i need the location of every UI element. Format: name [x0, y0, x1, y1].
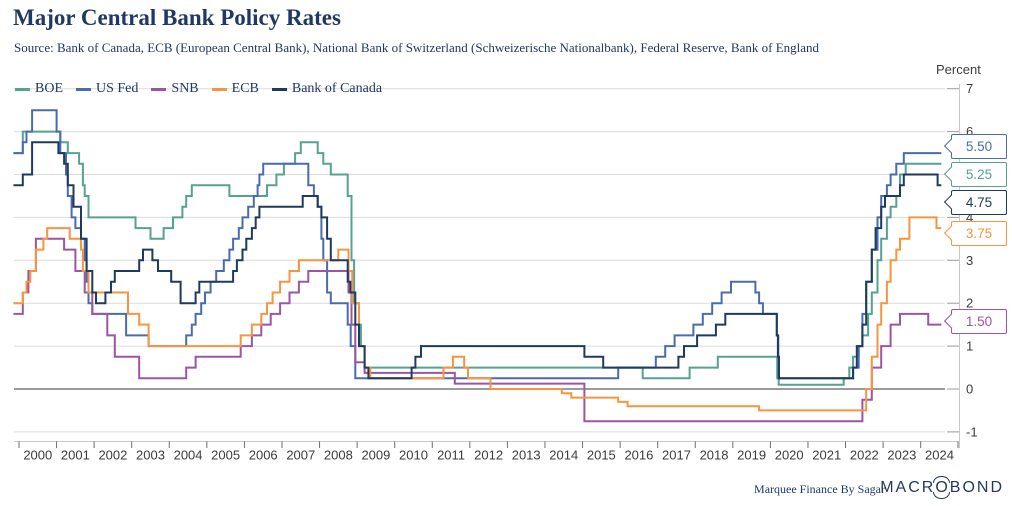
- x-tick-label-2009: 2009: [361, 448, 390, 463]
- end-value-badge-bank-of-canada: 4.75: [943, 190, 1007, 215]
- series-line-us-fed: [13, 109, 942, 380]
- x-tick-label-2001: 2001: [61, 448, 90, 463]
- legend-label: ECB: [231, 81, 259, 96]
- x-tick-label-2005: 2005: [211, 448, 240, 463]
- legend-label: US Fed: [96, 81, 139, 96]
- end-value-badge-boe: 5.25: [943, 162, 1007, 187]
- end-value-badge-snb: 1.50: [943, 309, 1007, 334]
- snb-line-swatch: [151, 87, 167, 91]
- x-tick-label-2021: 2021: [812, 448, 841, 463]
- x-tick-label-2010: 2010: [399, 448, 428, 463]
- end-value-badge-ecb: 3.75: [943, 221, 1007, 246]
- macrobond-logo-o-icon: O: [933, 476, 951, 499]
- x-tick-label-2018: 2018: [700, 448, 729, 463]
- legend-item-snb: SNB: [151, 81, 199, 97]
- end-value-badge-us-fed: 5.50: [943, 134, 1007, 159]
- x-tick-label-2015: 2015: [587, 448, 616, 463]
- x-tick-label-2013: 2013: [512, 448, 541, 463]
- x-tick-label-2006: 2006: [249, 448, 278, 463]
- series-line-ecb: [13, 216, 942, 412]
- y-tick-label-4: 4: [966, 210, 973, 225]
- y-axis-unit-label: Percent: [936, 62, 981, 77]
- y-tick-label-1: 1: [966, 339, 973, 354]
- ecb-line-swatch: [211, 87, 227, 91]
- legend-label: SNB: [171, 81, 199, 96]
- x-tick-label-2023: 2023: [887, 448, 916, 463]
- x-tick-label-2002: 2002: [98, 448, 127, 463]
- x-tick-label-2014: 2014: [549, 448, 578, 463]
- legend-label: Bank of Canada: [291, 81, 383, 96]
- y-tick-label-6: 6: [966, 124, 973, 139]
- y-tick-label-3: 3: [966, 253, 973, 268]
- y-tick-label-0: 0: [966, 382, 973, 397]
- legend-item-ecb: ECB: [211, 81, 259, 97]
- x-tick-label-2020: 2020: [775, 448, 804, 463]
- series-line-boe: [13, 130, 942, 386]
- x-tick-label-2017: 2017: [662, 448, 691, 463]
- x-tick-label-2011: 2011: [437, 448, 465, 463]
- x-tick-label-2008: 2008: [324, 448, 353, 463]
- legend-item-boe: BOE: [15, 81, 63, 97]
- page-title: Major Central Bank Policy Rates: [13, 5, 341, 30]
- x-tick-label-2019: 2019: [737, 448, 766, 463]
- x-tick-label-2012: 2012: [474, 448, 503, 463]
- us-fed-line-swatch: [76, 87, 91, 91]
- series-line-snb: [13, 237, 942, 423]
- macrobond-logo: MACROBOND: [880, 476, 1004, 499]
- x-tick-label-2003: 2003: [136, 448, 165, 463]
- x-tick-label-2016: 2016: [624, 448, 653, 463]
- boe-line-swatch: [15, 87, 30, 91]
- y-tick-label-2: 2: [966, 296, 973, 311]
- bank-of-canada-line-swatch: [271, 87, 287, 91]
- x-tick-label-2004: 2004: [174, 448, 203, 463]
- x-tick-label-2000: 2000: [23, 448, 52, 463]
- x-tick-label-2024: 2024: [925, 448, 954, 463]
- legend: BOE US Fed SNB ECB Bank of Canada: [15, 81, 382, 97]
- attribution-text: Marquee Finance By Sagar: [754, 482, 885, 496]
- y-tick-label-7: 7: [966, 81, 973, 96]
- y-tick-label--1: -1: [966, 424, 978, 439]
- source-note: Source: Bank of Canada, ECB (European Ce…: [14, 40, 820, 55]
- legend-item-us-fed: US Fed: [76, 81, 138, 97]
- legend-label: BOE: [35, 81, 63, 96]
- x-tick-label-2022: 2022: [850, 448, 879, 463]
- series-line-bank-of-canada: [13, 141, 942, 380]
- legend-item-bank-of-canada: Bank of Canada: [271, 81, 383, 97]
- x-tick-label-2007: 2007: [286, 448, 315, 463]
